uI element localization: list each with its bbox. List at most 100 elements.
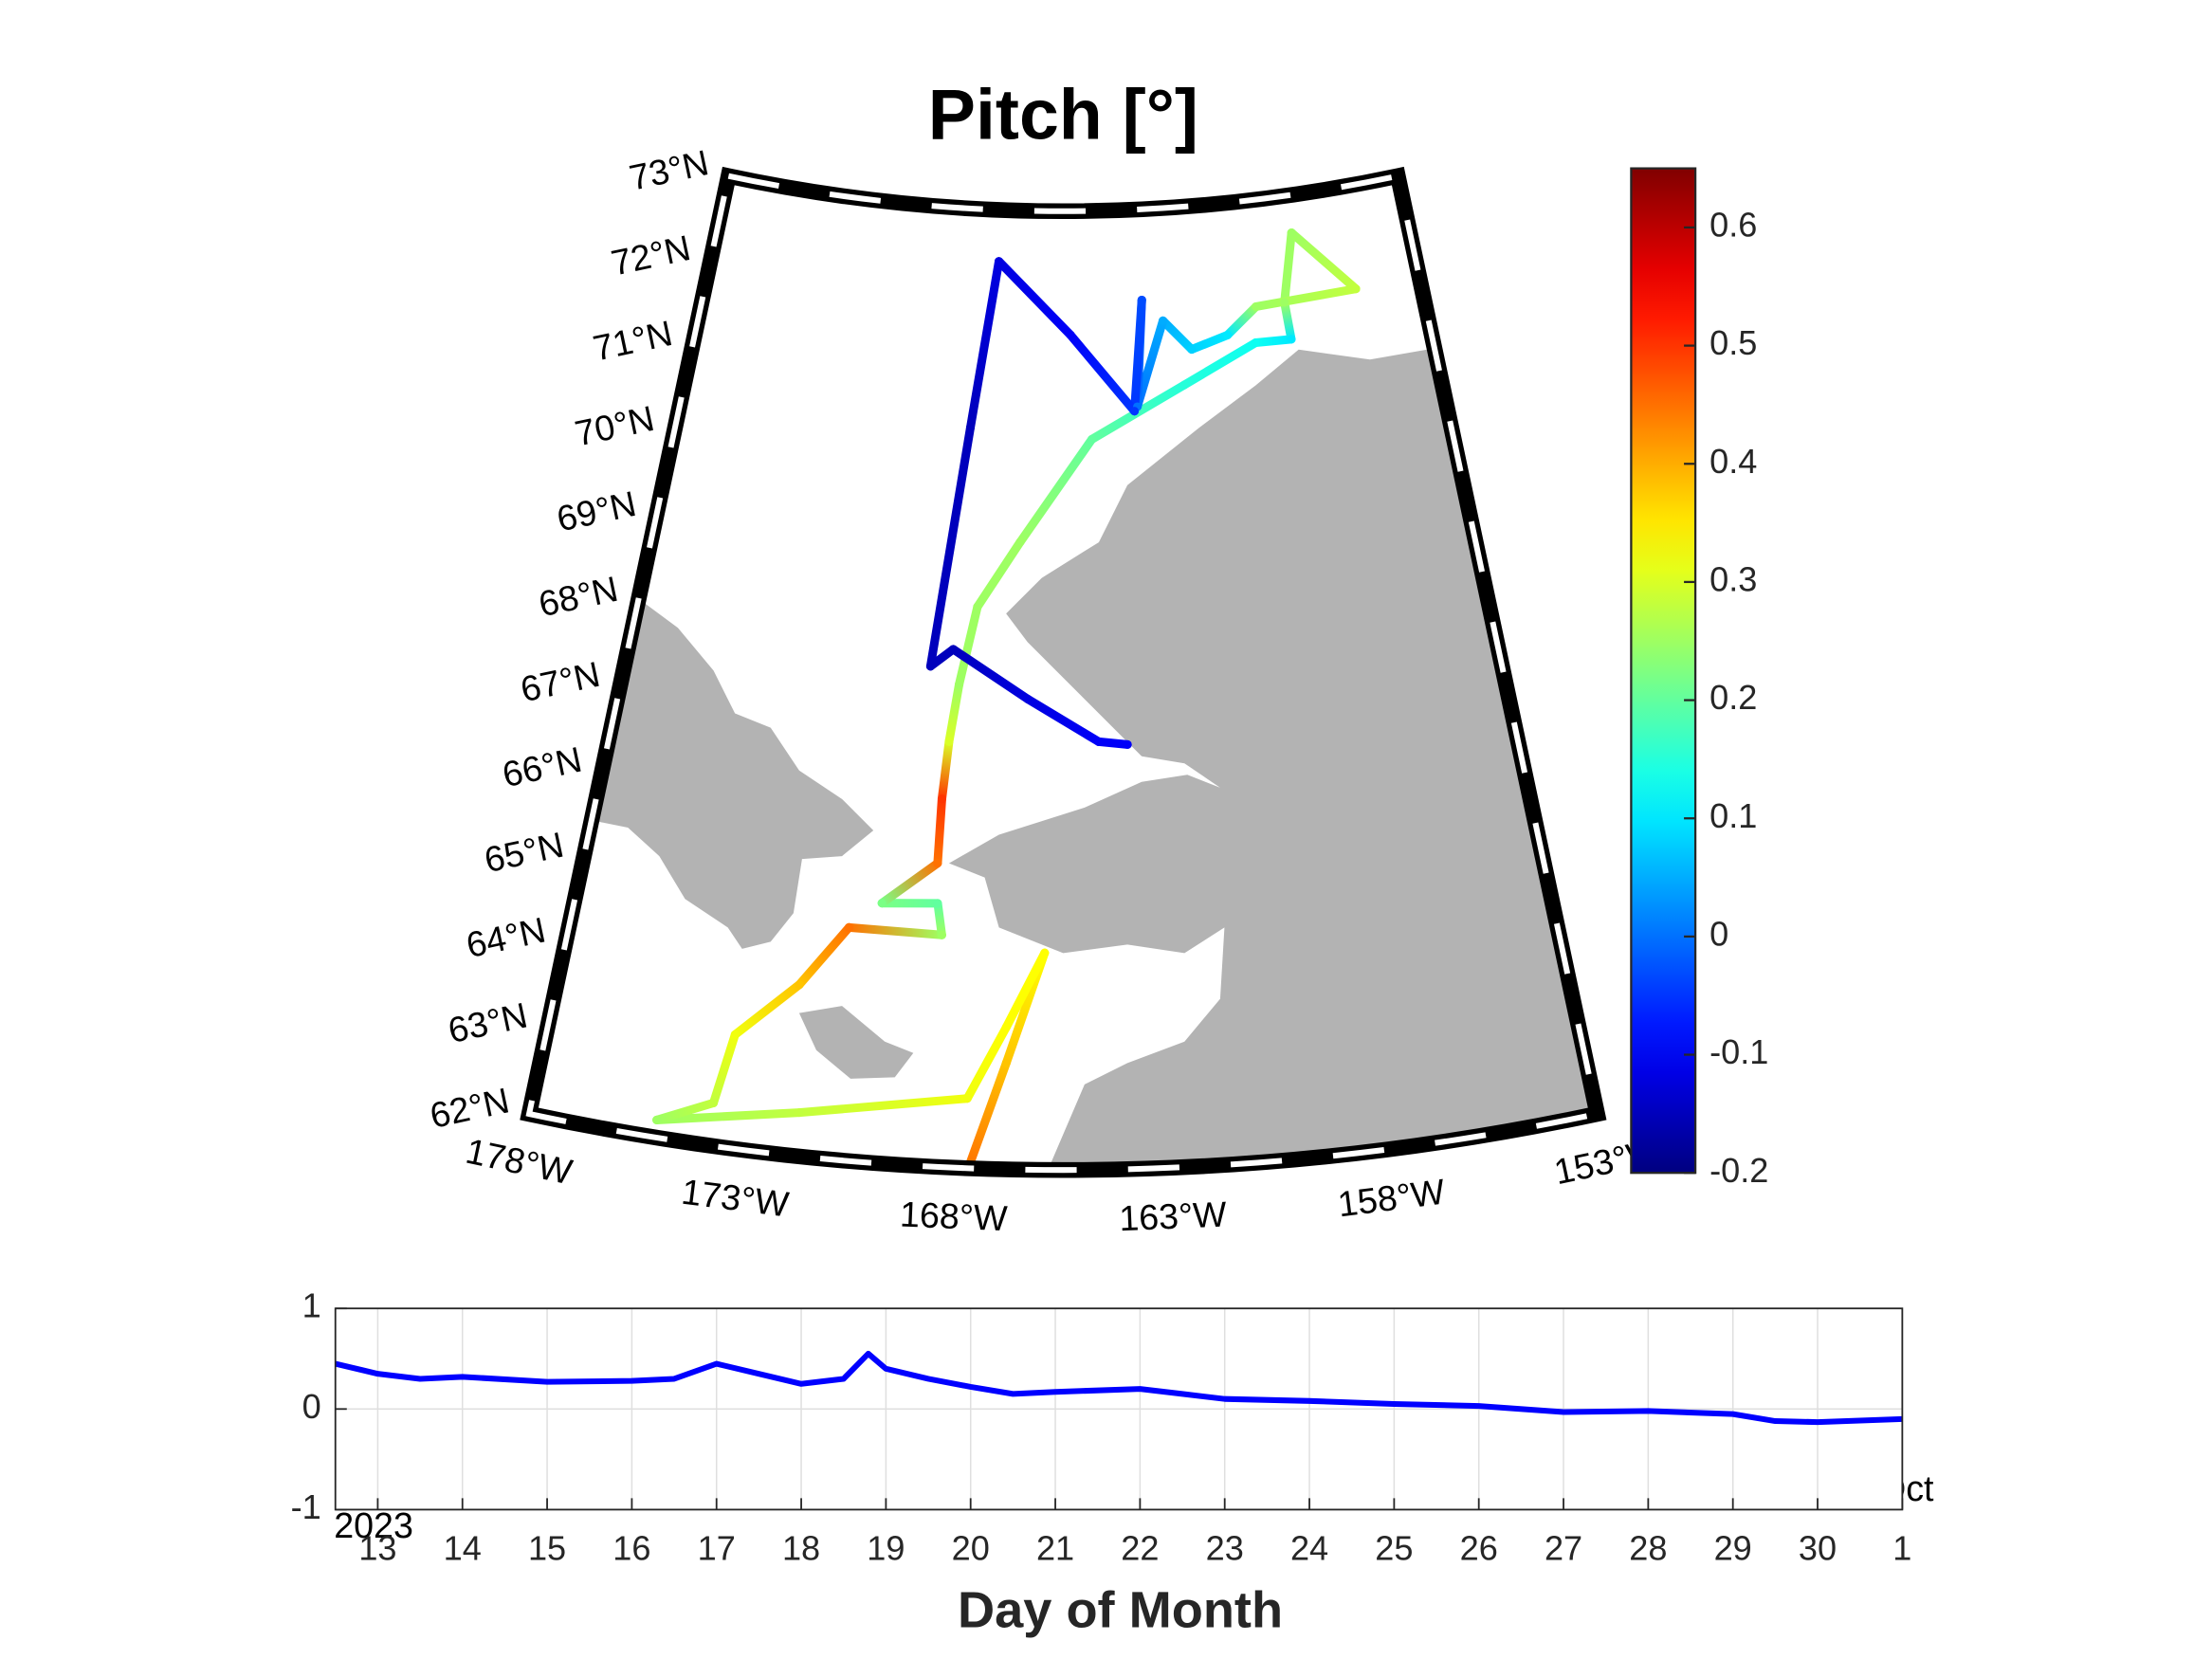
- x-tick-label: 22: [1121, 1529, 1159, 1568]
- colorbar: [1630, 167, 1697, 1175]
- track-point: [1015, 538, 1025, 547]
- track-point: [1023, 694, 1033, 703]
- track-point: [1187, 345, 1197, 355]
- track-segment: [948, 645, 1033, 703]
- track-segment: [652, 1098, 718, 1124]
- track-point: [1223, 330, 1233, 339]
- track-segment: [925, 423, 975, 671]
- track-segment: [1280, 298, 1296, 344]
- track-point: [937, 794, 946, 804]
- colorbar-tick-label: 0.2: [1709, 678, 1757, 717]
- track-segment: [1287, 228, 1361, 294]
- track-segment: [937, 737, 954, 804]
- track-segment: [1252, 284, 1361, 312]
- land-st-lawrence-island: [798, 1006, 914, 1079]
- track-point: [1251, 337, 1260, 347]
- x-tick-label: 27: [1545, 1529, 1582, 1568]
- track-segment: [1094, 737, 1132, 749]
- track-point: [1066, 330, 1075, 339]
- track-point: [933, 899, 942, 908]
- map-frame-dashes: [525, 173, 1601, 1174]
- track-point: [1130, 407, 1140, 416]
- land: [529, 175, 1598, 1171]
- x-tick-label: 16: [612, 1529, 650, 1568]
- track-point: [948, 645, 958, 654]
- track-segment: [1159, 316, 1197, 355]
- track-segment: [1187, 330, 1233, 355]
- track-segment: [962, 1023, 1011, 1103]
- track-segment: [944, 680, 964, 746]
- track-segment: [844, 922, 946, 939]
- track-point: [1351, 284, 1361, 294]
- x-tick-label: 30: [1799, 1529, 1837, 1568]
- track-segment: [1066, 330, 1140, 416]
- track-segment: [877, 859, 942, 908]
- x-tick-label: 17: [698, 1529, 736, 1568]
- track-point: [937, 930, 946, 939]
- x-tick-label: 26: [1460, 1529, 1498, 1568]
- track-segment: [995, 257, 1075, 339]
- track-segment: [795, 922, 853, 990]
- lon-tick-label: 168°W: [899, 1194, 1008, 1239]
- x-tick-label: 29: [1714, 1529, 1752, 1568]
- track-segment: [1179, 337, 1260, 390]
- colorbar-tick-label: 0.4: [1709, 442, 1757, 481]
- track-segment: [1023, 694, 1104, 746]
- pitch-line: [335, 1350, 1903, 1426]
- x-tick-label: 20: [952, 1529, 990, 1568]
- track-point: [652, 1115, 662, 1124]
- x-tick-label: 18: [782, 1529, 820, 1568]
- track-point: [944, 737, 954, 746]
- x-tick-label: 21: [1036, 1529, 1074, 1568]
- x-tick-label: 28: [1629, 1529, 1667, 1568]
- track-point: [1094, 737, 1104, 746]
- track-point: [844, 922, 853, 932]
- track-point: [955, 680, 964, 689]
- y-tick-label: -1: [291, 1487, 321, 1526]
- colorbar-tick-label: -0.1: [1709, 1032, 1768, 1071]
- track-point: [1287, 228, 1296, 238]
- x-tick-label: 24: [1290, 1529, 1328, 1568]
- track-segment: [1251, 335, 1296, 347]
- track: [652, 228, 1361, 1175]
- colorbar-tick-label: 0: [1709, 914, 1728, 953]
- x-tick-label: 23: [1206, 1529, 1244, 1568]
- track-segment: [933, 794, 946, 868]
- colorbar-tick-label: -0.2: [1709, 1151, 1768, 1190]
- track-point: [1179, 380, 1189, 390]
- track-point: [877, 899, 887, 908]
- track-point: [973, 602, 982, 611]
- track-segment: [925, 645, 958, 671]
- x-tick-label: 25: [1375, 1529, 1413, 1568]
- colorbar-tick-label: 0.1: [1709, 796, 1757, 835]
- track-segment: [1001, 948, 1050, 1032]
- track-segment: [730, 980, 804, 1039]
- x-tick-label: 13: [358, 1529, 396, 1568]
- land-alaska: [948, 342, 1598, 1171]
- track-segment: [652, 1108, 804, 1124]
- track-segment: [933, 899, 946, 939]
- track-point: [1252, 301, 1261, 312]
- start-year-label: 2023: [334, 1505, 413, 1545]
- track-segment: [963, 1058, 1011, 1175]
- track-segment: [1280, 228, 1296, 307]
- track-segment: [965, 257, 1004, 432]
- track-segment: [973, 538, 1025, 611]
- x-tick-label: 19: [867, 1529, 905, 1568]
- plot-border: [334, 1307, 1904, 1511]
- track-segment: [708, 1030, 740, 1107]
- track-point: [730, 1030, 740, 1039]
- track-point: [995, 257, 1004, 266]
- y-tick-label: 1: [302, 1286, 321, 1325]
- y-tick-label: 0: [302, 1387, 321, 1426]
- map-title: Pitch [°]: [928, 74, 1198, 154]
- colorbar-tick-label: 0.3: [1709, 559, 1757, 598]
- track-point: [795, 980, 804, 990]
- track-point: [1280, 298, 1289, 307]
- track-point: [1001, 1023, 1011, 1032]
- track-point: [1159, 316, 1168, 325]
- track-point: [1137, 295, 1146, 304]
- x-axis-label: Day of Month: [958, 1582, 1283, 1639]
- x-tick-label: 14: [444, 1529, 482, 1568]
